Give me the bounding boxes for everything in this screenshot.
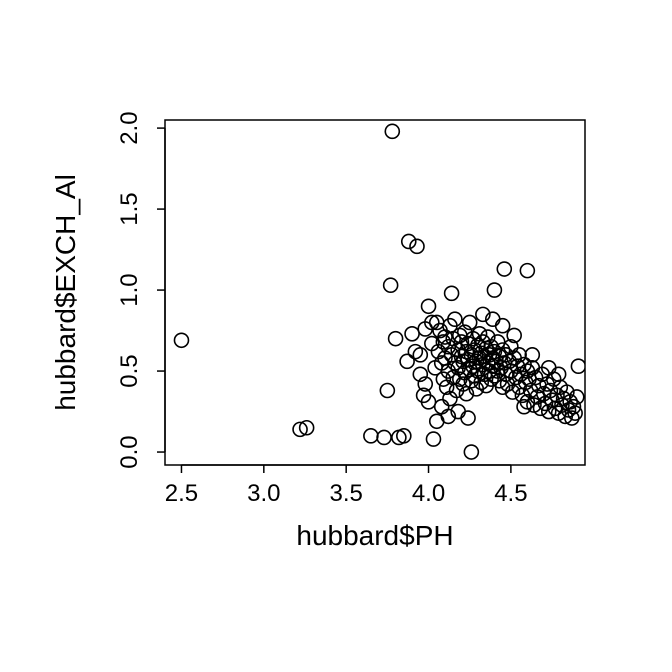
y-tick-label: 2.0: [116, 111, 143, 144]
x-axis-label: hubbard$PH: [296, 520, 453, 551]
y-tick-label: 1.5: [116, 192, 143, 225]
y-axis-label: hubbard$EXCH_Al: [50, 174, 81, 411]
y-tick-label: 1.0: [116, 273, 143, 306]
scatter-plot: 2.5 3.0 3.5 4.0 4.5 0.0 0.5 1.0 1.5 2.0 hubbard$PH…: [0, 0, 672, 672]
y-tick-label: 0.0: [116, 435, 143, 468]
y-tick-label: 0.5: [116, 354, 143, 387]
x-tick-label: 3.0: [247, 480, 280, 507]
x-tick-label: 2.5: [165, 480, 198, 507]
x-tick-label: 4.5: [494, 480, 527, 507]
x-tick-label: 4.0: [412, 480, 445, 507]
chart-svg: 2.5 3.0 3.5 4.0 4.5 0.0 0.5 1.0 1.5 2.0 hubbard$PH…: [0, 0, 672, 672]
x-tick-label: 3.5: [329, 480, 362, 507]
